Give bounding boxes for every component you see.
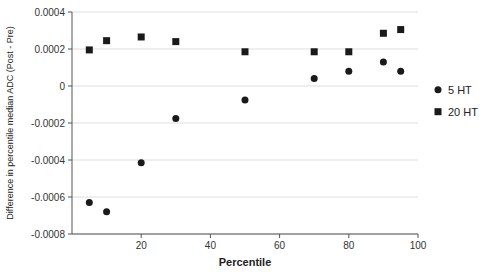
y-tick [68, 123, 72, 124]
point [86, 199, 93, 206]
point [138, 159, 145, 166]
chart: -0.0008 -0.0006 -0.0004 -0.0002 0 0.0002 0.000… [0, 0, 500, 276]
legend-marker [435, 86, 442, 93]
background [0, 0, 500, 276]
x-tick [418, 234, 419, 238]
grid-line [72, 160, 418, 161]
x-tick [210, 234, 211, 238]
grid-line [72, 197, 418, 198]
x-tick-label: 80 [343, 240, 355, 251]
x-tick-label: 60 [274, 240, 286, 251]
grid-line [72, 234, 418, 235]
legend: 5 HT 20 HT [435, 84, 479, 118]
point [138, 33, 145, 40]
y-tick-label: 0.0002 [34, 44, 65, 55]
point [345, 68, 352, 75]
y-axis-label: Difference in percentile median ADC (Pos… [5, 26, 15, 219]
x-axis [72, 234, 418, 235]
legend-label: 5 HT [448, 84, 472, 96]
legend-marker [435, 108, 442, 115]
grid-line [72, 86, 418, 87]
x-axis-label: Percentile [219, 256, 272, 268]
point [242, 48, 249, 55]
point [86, 46, 93, 53]
y-tick [68, 197, 72, 198]
point [380, 58, 387, 65]
point [380, 30, 387, 37]
points [86, 26, 404, 215]
y-tick [68, 160, 72, 161]
x-tick-label: 20 [136, 240, 148, 251]
y-tick [68, 86, 72, 87]
point [345, 48, 352, 55]
point [311, 75, 318, 82]
y-axis [72, 12, 73, 234]
y-tick-label: -0.0002 [31, 118, 65, 129]
point [172, 115, 179, 122]
legend-label: 20 HT [448, 106, 478, 118]
y-tick [68, 12, 72, 13]
y-tick-label: 0 [59, 81, 65, 92]
point [172, 38, 179, 45]
y-tick-label: -0.0004 [31, 155, 65, 166]
y-tick [68, 234, 72, 235]
y-tick-label: -0.0006 [31, 192, 65, 203]
y-tick-label: -0.0008 [31, 229, 65, 240]
point [103, 208, 110, 215]
x-tick-label: 40 [205, 240, 217, 251]
grid-line [72, 123, 418, 124]
grid-line [72, 12, 418, 13]
x-tick [279, 234, 280, 238]
x-tick-label: 100 [410, 240, 427, 251]
point [397, 26, 404, 33]
x-tick [141, 234, 142, 238]
point [242, 96, 249, 103]
y-tick [68, 49, 72, 50]
point [311, 48, 318, 55]
x-tick [348, 234, 349, 238]
point [397, 68, 404, 75]
y-tick-label: 0.0004 [34, 7, 65, 18]
point [103, 37, 110, 44]
